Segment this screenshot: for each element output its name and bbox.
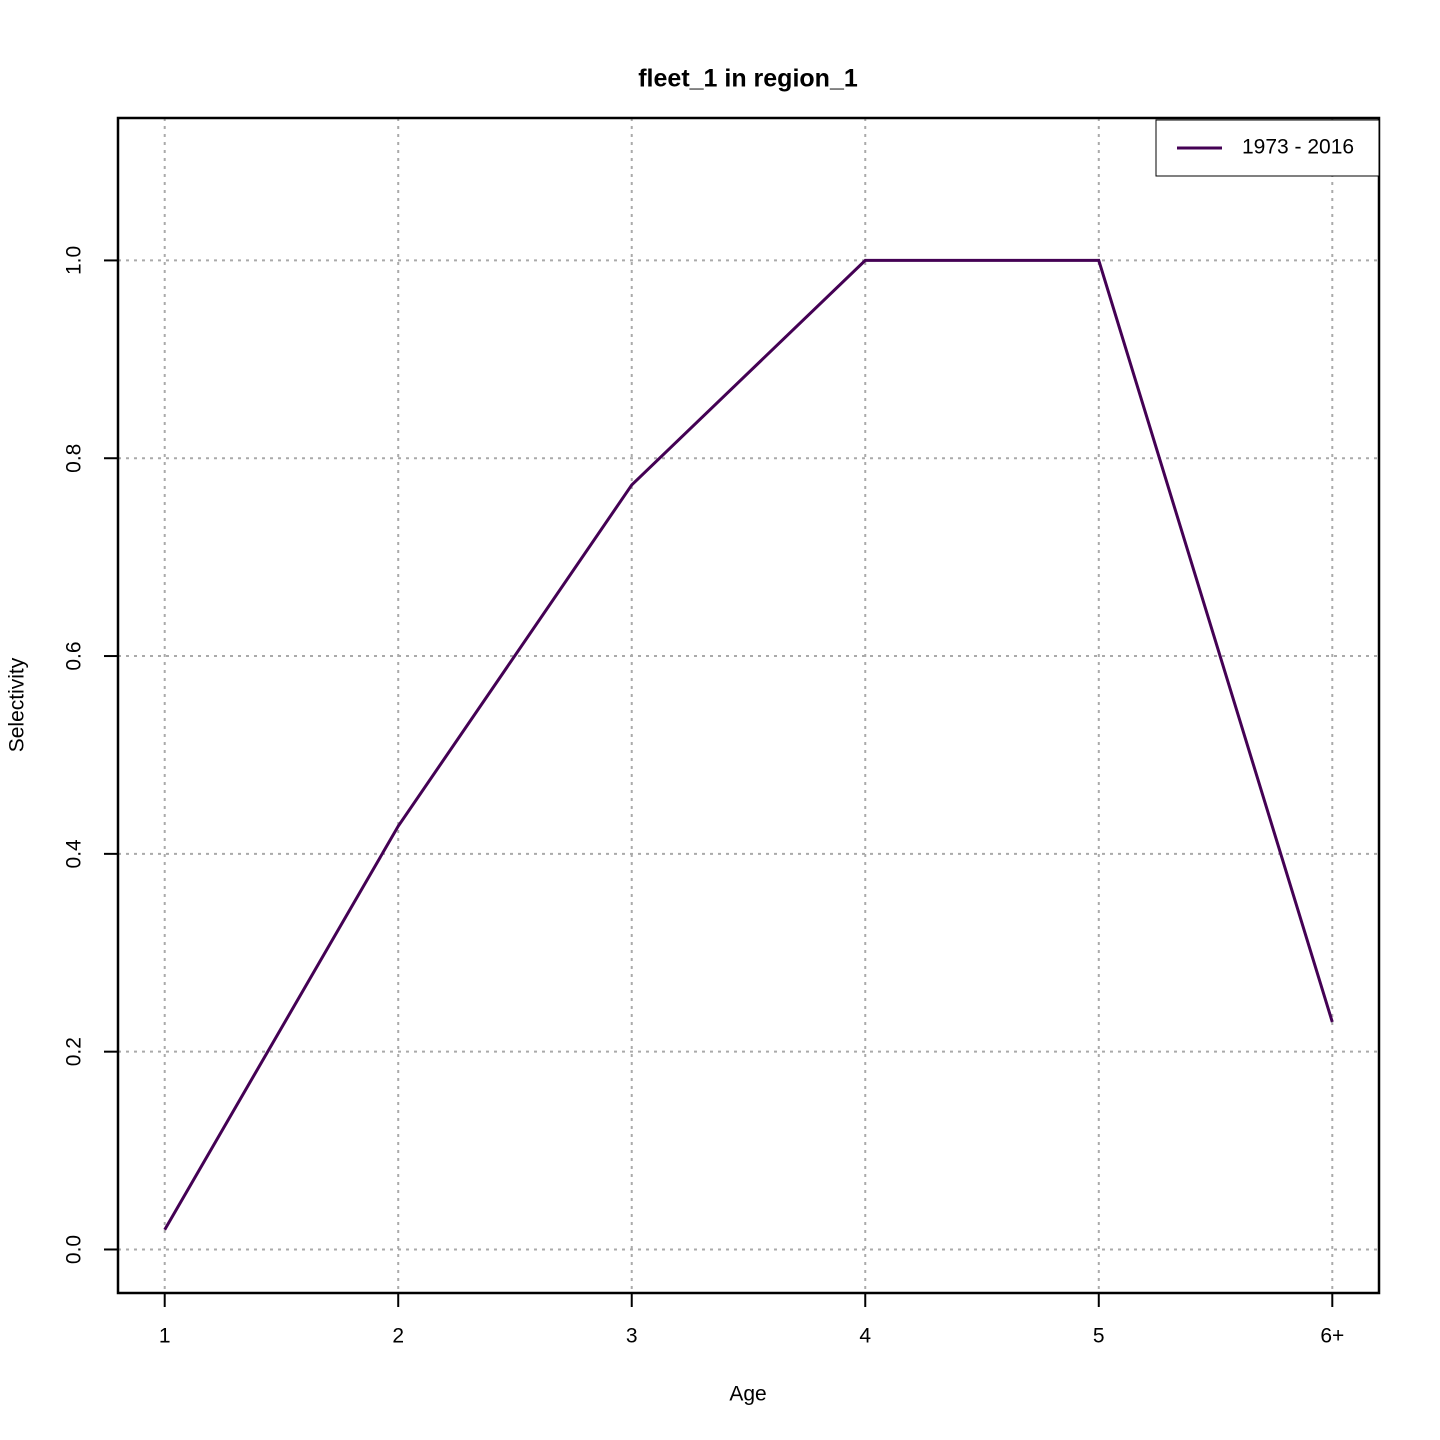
x-tick-label: 6+: [1320, 1325, 1344, 1348]
x-tick-label: 4: [859, 1325, 871, 1348]
y-tick-label: 0.0: [63, 1235, 86, 1264]
x-tick-label: 1: [159, 1325, 171, 1348]
x-tick-label: 2: [392, 1325, 404, 1348]
y-axis-label: Selectivity: [6, 657, 29, 752]
chart-title: fleet_1 in region_1: [638, 65, 858, 93]
x-axis-label: Age: [729, 1383, 766, 1406]
y-tick-label: 0.8: [63, 444, 86, 473]
plot-border: [116, 116, 1381, 1295]
data-line: [163, 258, 1334, 1231]
y-tick-label: 0.4: [63, 839, 86, 869]
x-tick-label: 3: [626, 1325, 638, 1348]
legend-label: 1973 - 2016: [1242, 136, 1354, 159]
y-tick-label: 0.2: [63, 1037, 86, 1066]
y-tick-label: 0.6: [63, 641, 86, 670]
y-tick-label: 1.0: [63, 246, 86, 275]
x-tick-label: 5: [1093, 1325, 1105, 1348]
